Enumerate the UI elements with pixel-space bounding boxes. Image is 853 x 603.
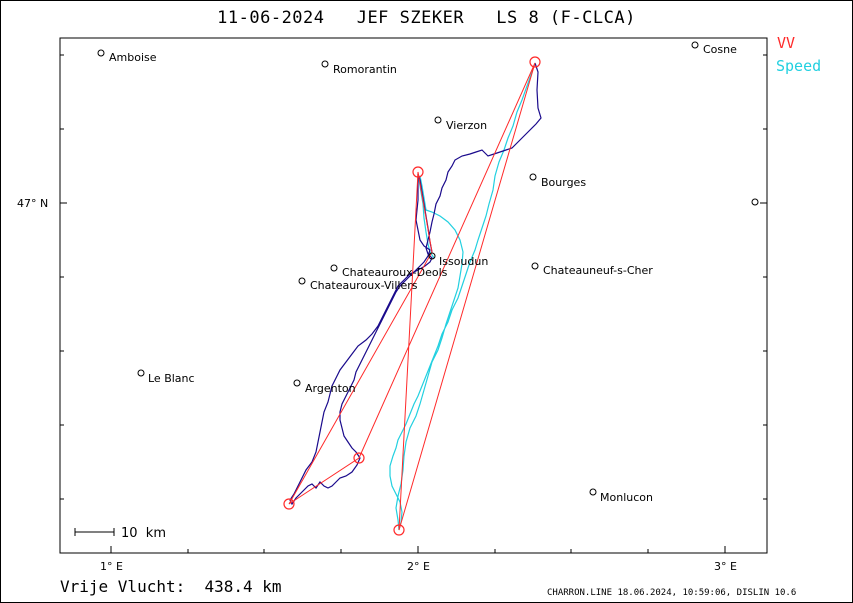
scale-bar <box>74 528 115 536</box>
scale-bar-label: 10 km <box>121 526 166 541</box>
y-axis-ticks <box>60 54 67 500</box>
legend-speed: Speed <box>776 57 822 75</box>
turnpoint-marker <box>529 56 541 68</box>
town-label-cosne: Cosne <box>703 43 737 56</box>
town-label-chateauneuf: Chateauneuf-s-Cher <box>543 264 653 277</box>
town-marker-vierzon <box>434 116 442 124</box>
speed-trace <box>389 62 536 531</box>
map-frame <box>59 37 768 554</box>
free-flight-route <box>288 62 536 531</box>
turnpoint-marker <box>283 498 295 510</box>
turnpoint-marker <box>412 166 424 178</box>
town-marker-romorantin <box>321 60 329 68</box>
credit-line: CHARRON.LINE 18.06.2024, 10:59:06, DISLI… <box>547 588 797 598</box>
town-label-chateauroux-deols: Chateauroux-Deols <box>342 266 448 279</box>
town-label-monlucon: Monlucon <box>600 491 653 504</box>
town-label-vierzon: Vierzon <box>446 119 487 132</box>
town-label-argenton: Argenton <box>305 382 356 395</box>
town-label-issoudun: Issoudun <box>439 255 488 268</box>
turnpoint-marker <box>353 452 365 464</box>
town-label-bourges: Bourges <box>541 176 586 189</box>
town-marker-chateauroux-deols <box>330 264 338 272</box>
town-label-le-blanc: Le Blanc <box>148 372 195 385</box>
towns <box>97 41 759 496</box>
town-marker-argenton <box>293 379 301 387</box>
x-tick-label-3e: 3° E <box>714 560 737 573</box>
turnpoint-marker <box>393 524 405 536</box>
free-flight-distance: Vrije Vlucht: 438.4 km <box>60 577 282 596</box>
x-tick-label-2e: 2° E <box>407 560 430 573</box>
town-marker-issoudun <box>428 252 436 260</box>
town-label-amboise: Amboise <box>109 51 157 64</box>
town-marker-bourges <box>529 173 537 181</box>
town-label-chateauroux-villers: Chateauroux-Villers <box>310 279 418 292</box>
town-marker-le-blanc <box>137 369 145 377</box>
town-marker-monlucon <box>589 488 597 496</box>
town-marker-cosne <box>691 41 699 49</box>
town-label-romorantin: Romorantin <box>333 63 397 76</box>
x-axis-ticks <box>110 546 726 553</box>
town-marker-chateauroux-villers <box>298 277 306 285</box>
flight-track <box>289 62 542 506</box>
y-axis-ticks-right <box>760 54 767 500</box>
legend-vv: VV <box>777 34 796 52</box>
town-marker-amboise <box>97 49 105 57</box>
y-tick-label-47n: 47° N <box>17 197 48 210</box>
town-marker-chateauneuf <box>531 262 539 270</box>
x-tick-label-1e: 1° E <box>100 560 123 573</box>
page-title: 11-06-2024 JEF SZEKER LS 8 (F-CLCA) <box>217 8 636 28</box>
town-marker-edge <box>751 198 759 206</box>
turnpoint-markers <box>283 56 541 536</box>
